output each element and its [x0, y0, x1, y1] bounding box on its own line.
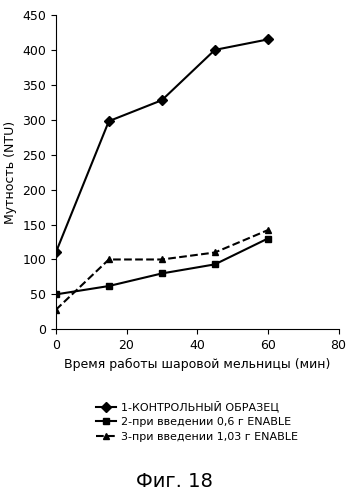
2-при введении 0,6 г ENABLE [160, 270, 164, 276]
Legend: 1-КОНТРОЛЬНЫЙ ОБРАЗЕЦ, 2-при введении 0,6 г ENABLE, 3-при введении 1,03 г ENABLE: 1-КОНТРОЛЬНЫЙ ОБРАЗЕЦ, 2-при введении 0,… [92, 398, 302, 445]
3-при введении 1,03 г ENABLE [54, 307, 58, 313]
3-при введении 1,03 г ENABLE [160, 256, 164, 262]
1-КОНТРОЛЬНЫЙ ОБРАЗЕЦ [107, 118, 111, 124]
1-КОНТРОЛЬНЫЙ ОБРАЗЕЦ [54, 250, 58, 255]
2-при введении 0,6 г ENABLE [54, 291, 58, 297]
2-при введении 0,6 г ENABLE [266, 236, 270, 242]
1-КОНТРОЛЬНЫЙ ОБРАЗЕЦ [213, 47, 217, 53]
2-при введении 0,6 г ENABLE [213, 261, 217, 267]
Line: 2-при введении 0,6 г ENABLE: 2-при введении 0,6 г ENABLE [52, 235, 271, 298]
Y-axis label: Мутность (NTU): Мутность (NTU) [4, 121, 17, 224]
Line: 3-при введении 1,03 г ENABLE: 3-при введении 1,03 г ENABLE [52, 227, 271, 313]
3-при введении 1,03 г ENABLE [266, 227, 270, 233]
1-КОНТРОЛЬНЫЙ ОБРАЗЕЦ [266, 36, 270, 42]
3-при введении 1,03 г ENABLE [213, 250, 217, 255]
Text: Фиг. 18: Фиг. 18 [136, 472, 213, 491]
1-КОНТРОЛЬНЫЙ ОБРАЗЕЦ [160, 97, 164, 103]
Line: 1-КОНТРОЛЬНЫЙ ОБРАЗЕЦ: 1-КОНТРОЛЬНЫЙ ОБРАЗЕЦ [52, 36, 271, 256]
2-при введении 0,6 г ENABLE [107, 283, 111, 289]
X-axis label: Время работы шаровой мельницы (мин): Время работы шаровой мельницы (мин) [64, 358, 331, 371]
3-при введении 1,03 г ENABLE [107, 256, 111, 262]
